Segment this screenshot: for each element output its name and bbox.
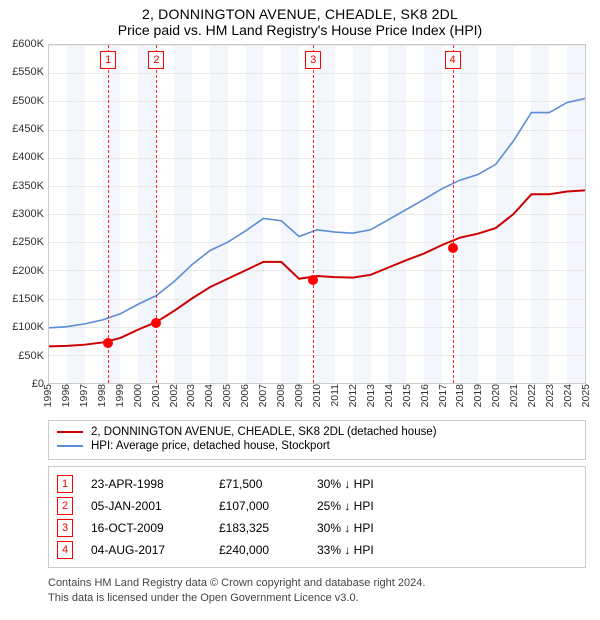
footer-note: Contains HM Land Registry data © Crown c… xyxy=(48,576,586,606)
y-axis-tick: £400K xyxy=(4,151,48,163)
x-axis-tick: 2007 xyxy=(257,384,269,411)
y-axis-tick: £150K xyxy=(4,293,48,305)
legend-row: 2, DONNINGTON AVENUE, CHEADLE, SK8 2DL (… xyxy=(57,425,577,439)
x-axis-tick: 1996 xyxy=(60,384,72,411)
x-axis-tick: 2013 xyxy=(365,384,377,411)
footer-line-1: Contains HM Land Registry data © Crown c… xyxy=(48,576,586,591)
sales-row-price: £71,500 xyxy=(219,477,299,491)
series-price_paid xyxy=(49,190,585,346)
y-axis-tick: £450K xyxy=(4,123,48,135)
sales-row-price: £107,000 xyxy=(219,499,299,513)
x-axis-tick: 2022 xyxy=(526,384,538,411)
y-axis-tick: £350K xyxy=(4,180,48,192)
chart-title-subtitle: Price paid vs. HM Land Registry's House … xyxy=(8,22,592,38)
sale-marker-line xyxy=(453,45,454,383)
sales-row-pct: 33% ↓ HPI xyxy=(317,543,417,557)
sales-row-pct: 25% ↓ HPI xyxy=(317,499,417,513)
sales-row-date: 05-JAN-2001 xyxy=(91,499,201,513)
sales-table-row: 3 16-OCT-2009 £183,325 30% ↓ HPI xyxy=(57,517,577,539)
sales-table-row: 2 05-JAN-2001 £107,000 25% ↓ HPI xyxy=(57,495,577,517)
legend-box: 2, DONNINGTON AVENUE, CHEADLE, SK8 2DL (… xyxy=(48,420,586,460)
sales-row-price: £183,325 xyxy=(219,521,299,535)
x-axis-tick: 2000 xyxy=(132,384,144,411)
x-axis-tick: 2012 xyxy=(347,384,359,411)
x-axis-tick: 2011 xyxy=(329,384,341,411)
y-axis-tick: £550K xyxy=(4,66,48,78)
series-hpi xyxy=(49,99,585,328)
sale-marker-badge: 3 xyxy=(305,51,321,69)
y-axis-tick: £600K xyxy=(4,38,48,50)
sales-table-row: 1 23-APR-1998 £71,500 30% ↓ HPI xyxy=(57,473,577,495)
x-axis-tick: 2006 xyxy=(239,384,251,411)
sales-table: 1 23-APR-1998 £71,500 30% ↓ HPI 2 05-JAN-2001… xyxy=(48,466,586,568)
x-axis-tick: 2021 xyxy=(508,384,520,411)
legend-swatch xyxy=(57,431,83,433)
chart-title-address: 2, DONNINGTON AVENUE, CHEADLE, SK8 2DL xyxy=(8,6,592,22)
x-axis-tick: 1999 xyxy=(114,384,126,411)
y-axis-tick: £250K xyxy=(4,236,48,248)
plot-outer: 1234 £0£50K£100K£150K£200K£250K£300K£350… xyxy=(48,44,586,384)
x-axis-tick: 2016 xyxy=(419,384,431,411)
plot-area: 1 2 3 4 xyxy=(48,44,586,384)
y-axis-tick: £100K xyxy=(4,321,48,333)
sale-marker-badge: 2 xyxy=(148,51,164,69)
x-axis-tick: 2019 xyxy=(472,384,484,411)
x-axis-tick: 2020 xyxy=(490,384,502,411)
x-axis-tick: 1997 xyxy=(78,384,90,411)
sales-row-badge: 4 xyxy=(57,541,73,559)
sales-table-row: 4 04-AUG-2017 £240,000 33% ↓ HPI xyxy=(57,539,577,561)
x-axis-tick: 2015 xyxy=(401,384,413,411)
x-axis-tick: 1995 xyxy=(42,384,54,411)
x-axis-tick: 2014 xyxy=(383,384,395,411)
y-axis-tick: £500K xyxy=(4,95,48,107)
sale-marker-badge: 4 xyxy=(445,51,461,69)
y-axis-tick: £50K xyxy=(4,350,48,362)
legend-swatch xyxy=(57,445,83,447)
sale-marker-point xyxy=(448,243,458,253)
sales-row-price: £240,000 xyxy=(219,543,299,557)
legend-row: HPI: Average price, detached house, Stoc… xyxy=(57,439,577,453)
x-axis-tick: 2001 xyxy=(150,384,162,411)
x-axis-tick: 2023 xyxy=(544,384,556,411)
footer-line-2: This data is licensed under the Open Gov… xyxy=(48,591,586,606)
sale-marker-badge: 1 xyxy=(100,51,116,69)
sales-row-pct: 30% ↓ HPI xyxy=(317,521,417,535)
chart-titles: 2, DONNINGTON AVENUE, CHEADLE, SK8 2DL P… xyxy=(8,6,592,38)
x-axis-tick: 2009 xyxy=(293,384,305,411)
sales-row-badge: 1 xyxy=(57,475,73,493)
sale-marker-point xyxy=(308,275,318,285)
sale-marker-line xyxy=(156,45,157,383)
sale-marker-line xyxy=(313,45,314,383)
sale-marker-point xyxy=(103,338,113,348)
x-axis-tick: 1998 xyxy=(96,384,108,411)
price-chart-container: 2, DONNINGTON AVENUE, CHEADLE, SK8 2DL P… xyxy=(0,0,600,614)
sale-marker-line xyxy=(108,45,109,383)
sales-row-date: 04-AUG-2017 xyxy=(91,543,201,557)
sales-row-badge: 2 xyxy=(57,497,73,515)
x-axis-tick: 2024 xyxy=(562,384,574,411)
x-axis-tick: 2010 xyxy=(311,384,323,411)
sales-row-date: 23-APR-1998 xyxy=(91,477,201,491)
x-axis-tick: 2003 xyxy=(185,384,197,411)
line-canvas xyxy=(49,45,585,383)
sales-row-pct: 30% ↓ HPI xyxy=(317,477,417,491)
x-axis-tick: 2018 xyxy=(454,384,466,411)
x-axis-tick: 2008 xyxy=(275,384,287,411)
sale-marker-point xyxy=(151,318,161,328)
x-axis-tick: 2005 xyxy=(221,384,233,411)
sales-row-date: 16-OCT-2009 xyxy=(91,521,201,535)
x-axis-tick: 2025 xyxy=(580,384,592,411)
x-axis-tick: 2004 xyxy=(203,384,215,411)
legend-label: 2, DONNINGTON AVENUE, CHEADLE, SK8 2DL (… xyxy=(91,426,437,438)
sales-row-badge: 3 xyxy=(57,519,73,537)
y-axis-tick: £300K xyxy=(4,208,48,220)
y-axis-tick: £200K xyxy=(4,265,48,277)
x-axis-tick: 2002 xyxy=(168,384,180,411)
x-axis-tick: 2017 xyxy=(437,384,449,411)
legend-label: HPI: Average price, detached house, Stoc… xyxy=(91,440,330,452)
